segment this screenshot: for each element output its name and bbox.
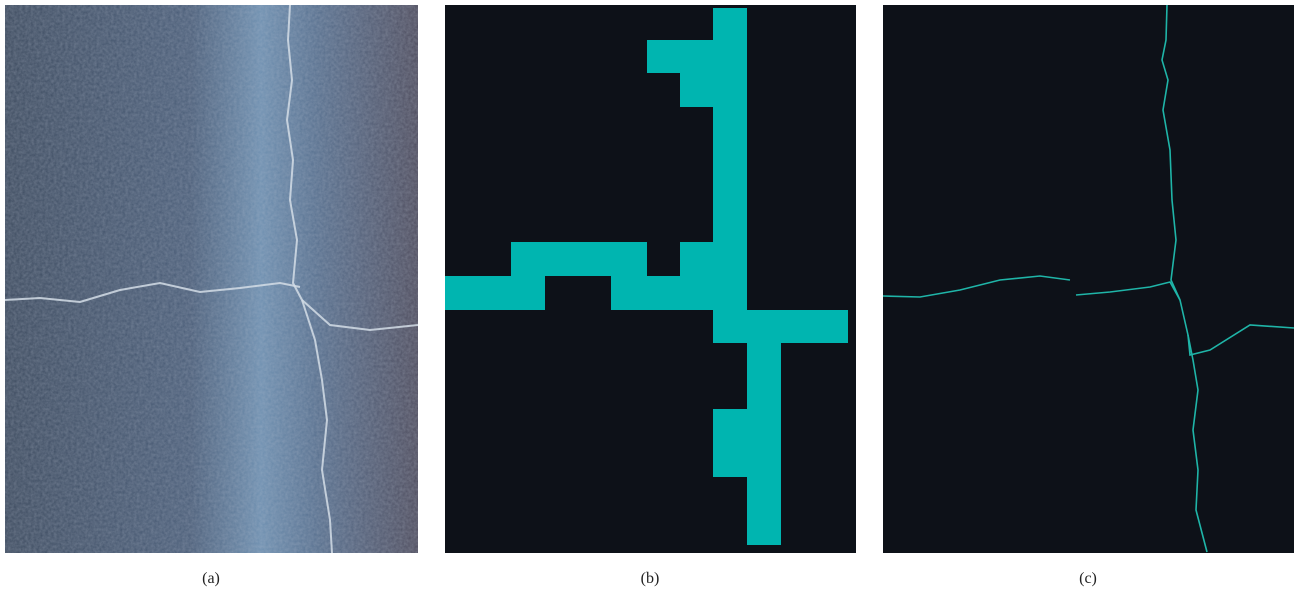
panel-b [445,5,856,553]
panel-label: (b) [641,570,660,587]
surface-texture [5,5,418,553]
figure: (a) (b) (c) [0,0,1298,597]
panel-label: (a) [202,570,220,587]
page: (a) (b) (c) (() => { const data = JSON.p… [0,0,1298,597]
panel-a [5,5,418,553]
panel-c [883,5,1294,553]
skeleton-background [883,5,1294,553]
panel-label: (c) [1079,570,1097,587]
